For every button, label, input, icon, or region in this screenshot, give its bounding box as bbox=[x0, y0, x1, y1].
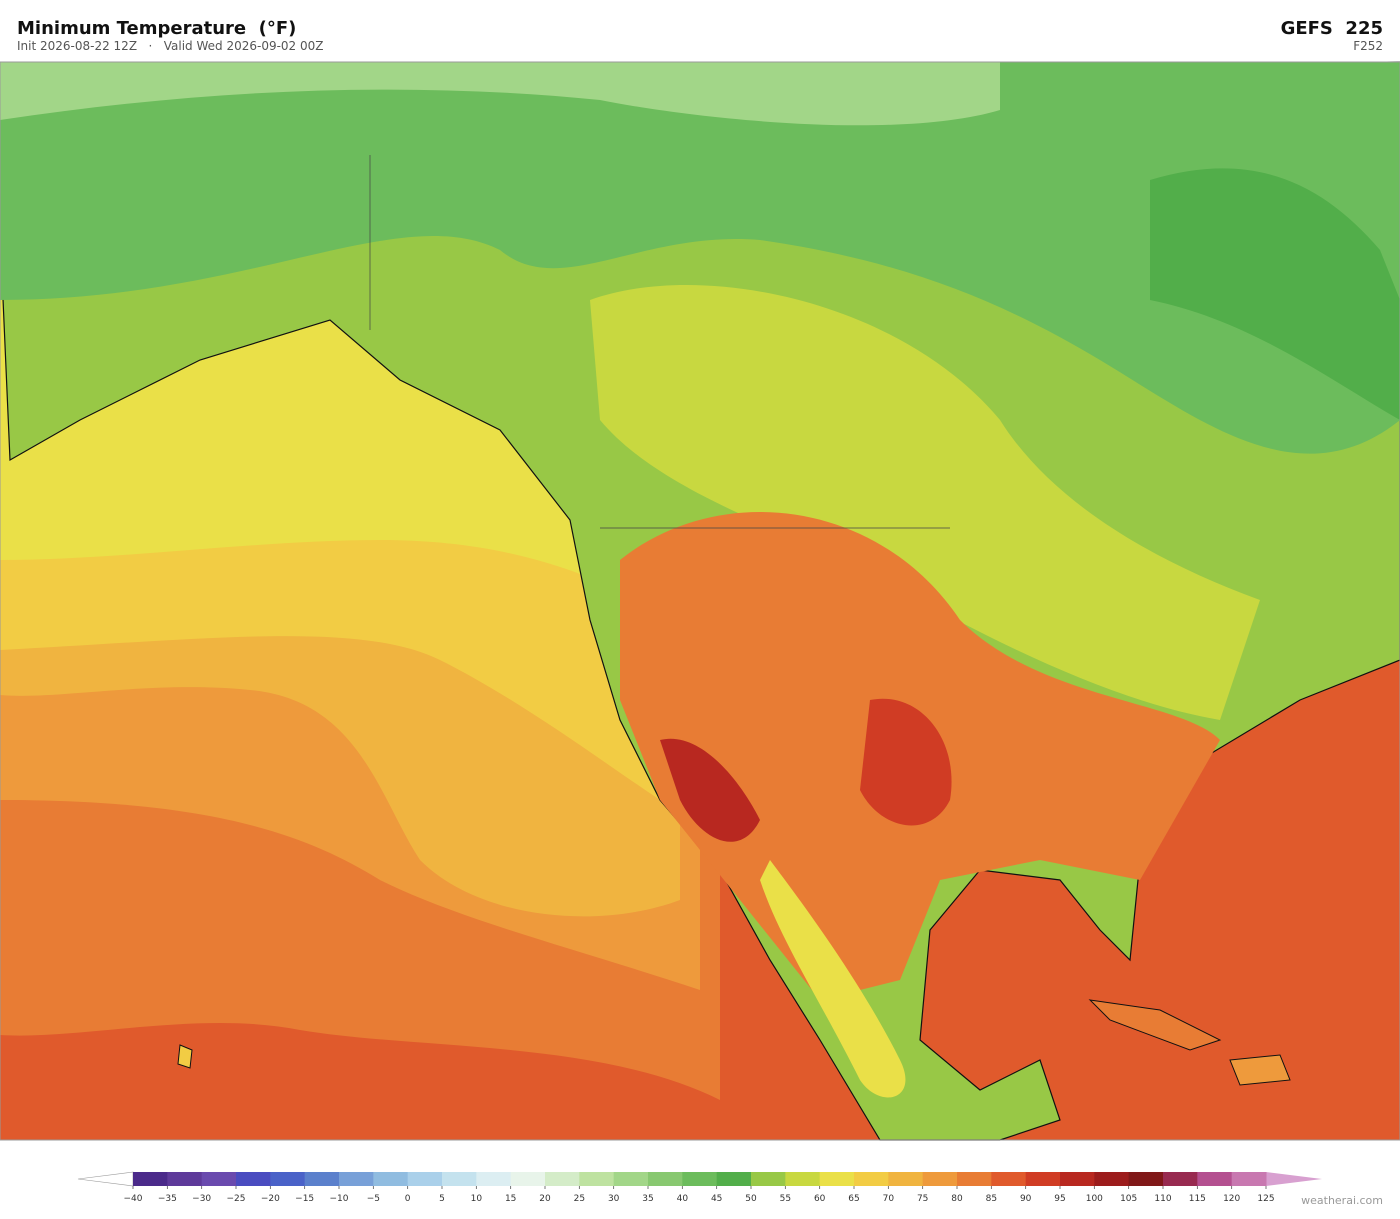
colorbar-tick-label: 80 bbox=[951, 1194, 963, 1204]
colorbar-segment bbox=[854, 1172, 889, 1186]
map bbox=[0, 61, 1400, 1141]
colorbar-tick-label: 85 bbox=[986, 1194, 997, 1204]
colorbar-tick-label: 10 bbox=[471, 1194, 483, 1204]
colorbar-tick-label: 65 bbox=[848, 1194, 859, 1204]
colorbar-tick-label: 90 bbox=[1020, 1194, 1032, 1204]
colorbar-tick-label: 95 bbox=[1054, 1194, 1065, 1204]
colorbar-segment bbox=[785, 1172, 821, 1186]
colorbar-segment bbox=[1094, 1172, 1130, 1186]
colorbar-tick-label: 125 bbox=[1257, 1194, 1274, 1204]
colorbar-segment bbox=[1025, 1172, 1061, 1186]
colorbar-tick-label: 110 bbox=[1154, 1194, 1171, 1204]
colorbar-segment bbox=[270, 1172, 306, 1186]
colorbar-segment bbox=[510, 1172, 546, 1186]
colorbar-tick-label: −30 bbox=[192, 1194, 211, 1204]
colorbar-tick-label: 30 bbox=[608, 1194, 620, 1204]
colorbar-tick-label: 120 bbox=[1223, 1194, 1240, 1204]
colorbar-segment bbox=[1197, 1172, 1233, 1186]
colorbar-segment bbox=[648, 1172, 683, 1186]
colorbar-segment bbox=[201, 1172, 237, 1186]
forecast-hour: F252 bbox=[1353, 39, 1383, 53]
colorbar-tick-label: 45 bbox=[711, 1194, 722, 1204]
colorbar-segment bbox=[957, 1172, 992, 1186]
colorbar-tick-label: −10 bbox=[330, 1194, 349, 1204]
colorbar-segment bbox=[304, 1172, 340, 1186]
colorbar-segment bbox=[407, 1172, 443, 1186]
colorbar-segment bbox=[888, 1172, 924, 1186]
colorbar-segment bbox=[442, 1172, 477, 1186]
model-label: GEFS 225 bbox=[1281, 18, 1383, 39]
colorbar-segment bbox=[373, 1172, 409, 1186]
colorbar-segment bbox=[1128, 1172, 1164, 1186]
colorbar-segment bbox=[167, 1172, 203, 1186]
colorbar-tick-label: 5 bbox=[439, 1194, 445, 1204]
colorbar-tick-label: 40 bbox=[677, 1194, 689, 1204]
colorbar-segment bbox=[236, 1172, 271, 1186]
colorbar-tick-label: −15 bbox=[295, 1194, 314, 1204]
colorbar-segment bbox=[716, 1172, 752, 1186]
colorbar-tick-label: 0 bbox=[405, 1194, 411, 1204]
colorbar-tick-label: 75 bbox=[917, 1194, 928, 1204]
colorbar-segment bbox=[613, 1172, 649, 1186]
colorbar-tick-label: −20 bbox=[261, 1194, 280, 1204]
colorbar-tick-label: 15 bbox=[505, 1194, 516, 1204]
colorbar-segment bbox=[339, 1172, 374, 1186]
colorbar-tick-label: 55 bbox=[780, 1194, 791, 1204]
colorbar-segment bbox=[922, 1172, 958, 1186]
colorbar-segment bbox=[476, 1172, 512, 1186]
colorbar-segment bbox=[1163, 1172, 1198, 1186]
colorbar-tick-label: −5 bbox=[367, 1194, 380, 1204]
title: Minimum Temperature (°F) bbox=[17, 18, 296, 39]
colorbar: −40 −35 −30 −25 −20 −15 −10 −5 0 5 10 15 20 25 30 35 40 4… bbox=[77, 1171, 1322, 1204]
colorbar-over bbox=[1266, 1172, 1322, 1186]
colorbar-tick-label: 60 bbox=[814, 1194, 826, 1204]
colorbar-segment bbox=[991, 1172, 1027, 1186]
colorbar-tick-label: 115 bbox=[1189, 1194, 1206, 1204]
colorbar-segment bbox=[751, 1172, 786, 1186]
colorbar-segment bbox=[819, 1172, 855, 1186]
colorbar-tick-label: 100 bbox=[1086, 1194, 1103, 1204]
colorbar-segment bbox=[133, 1172, 168, 1186]
colorbar-tick-label: 25 bbox=[574, 1194, 585, 1204]
colorbar-tick-label: −40 bbox=[124, 1194, 143, 1204]
colorbar-tick-label: 105 bbox=[1120, 1194, 1137, 1204]
colorbar-segment bbox=[682, 1172, 718, 1186]
colorbar-tick-label: 35 bbox=[642, 1194, 653, 1204]
colorbar-segment bbox=[579, 1172, 615, 1186]
colorbar-tick-label: 20 bbox=[539, 1194, 551, 1204]
watermark: weatherai.com bbox=[1301, 1194, 1383, 1207]
colorbar-tick-label: 70 bbox=[883, 1194, 895, 1204]
colorbar-tick-label: 50 bbox=[745, 1194, 757, 1204]
colorbar-segment bbox=[1060, 1172, 1095, 1186]
subtitle: Init 2026-08-22 12Z · Valid Wed 2026-09-… bbox=[17, 39, 324, 53]
colorbar-under bbox=[77, 1171, 134, 1187]
colorbar-segment bbox=[1231, 1172, 1267, 1186]
colorbar-segment bbox=[545, 1172, 580, 1186]
colorbar-tick-label: −35 bbox=[158, 1194, 177, 1204]
colorbar-tick-label: −25 bbox=[227, 1194, 246, 1204]
